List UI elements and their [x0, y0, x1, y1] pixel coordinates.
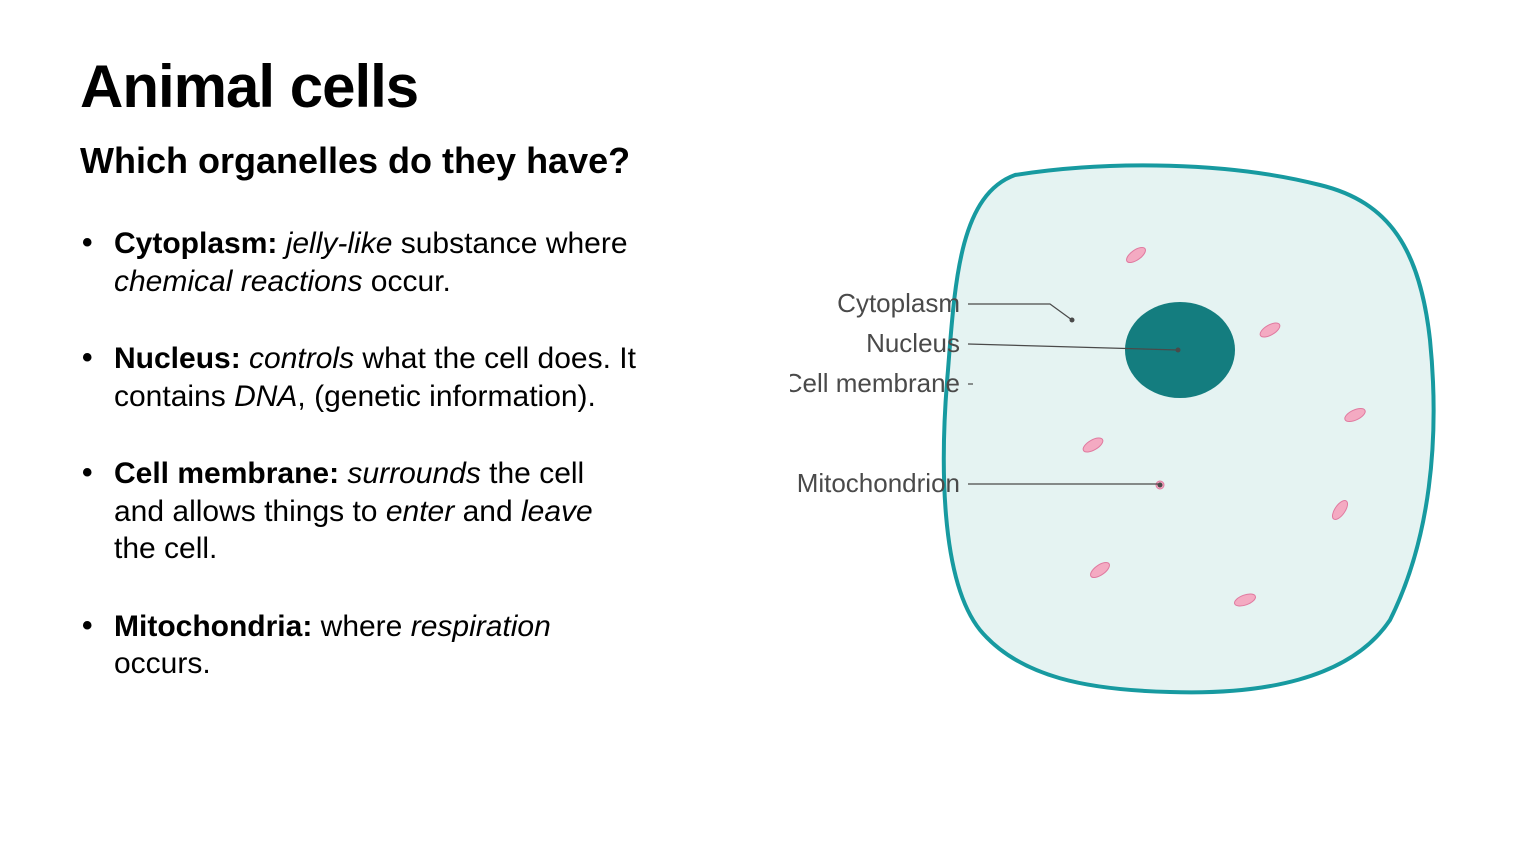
leader-dot	[1070, 318, 1075, 323]
bullet-text: , (genetic information).	[297, 380, 595, 413]
bullet-italic-text: jelly-like	[286, 227, 393, 260]
bullet-term: Nucleus:	[114, 342, 241, 375]
diagram-label: Nucleus	[866, 328, 960, 358]
diagram-label: Cell membrane	[790, 368, 960, 398]
bullet-text: and	[454, 495, 521, 528]
leader-dot	[1158, 483, 1163, 488]
bullet-text: substance where	[392, 227, 627, 260]
cell-membrane-shape	[944, 165, 1434, 692]
page-title: Animal cells	[80, 52, 418, 121]
cell-svg: Cytoplasm Nucleus Cell membrane Mitochondri…	[790, 140, 1450, 710]
bullet-italic-text: leave	[521, 495, 593, 528]
bullet-italic-text: enter	[386, 495, 454, 528]
bullet-text: the cell.	[114, 532, 217, 565]
bullet-italic-text: controls	[249, 342, 354, 375]
bullet-list: Cytoplasm: jelly-like substance where ch…	[80, 225, 640, 723]
bullet-text: occurs.	[114, 647, 211, 680]
bullet-term: Cytoplasm:	[114, 227, 277, 260]
slide: Animal cells Which organelles do they ha…	[0, 0, 1536, 862]
bullet-italic-text: surrounds	[347, 457, 480, 490]
bullet-text: where	[312, 610, 410, 643]
diagram-label: Mitochondrion	[797, 468, 960, 498]
bullet-italic-text: respiration	[411, 610, 551, 643]
bullet-term: Mitochondria:	[114, 610, 312, 643]
bullet-text	[241, 342, 249, 375]
cell-diagram: Cytoplasm Nucleus Cell membrane Mitochondri…	[790, 140, 1450, 710]
bullet-text: occur.	[362, 265, 450, 298]
bullet-term: Cell membrane:	[114, 457, 339, 490]
bullet-italic-text: DNA	[234, 380, 297, 413]
bullet-italic-text: chemical reactions	[114, 265, 362, 298]
bullet-text	[277, 227, 285, 260]
diagram-label: Cytoplasm	[837, 288, 960, 318]
bullet-item: Cytoplasm: jelly-like substance where ch…	[80, 225, 640, 300]
bullet-item: Mitochondria: where respiration occurs.	[80, 608, 640, 683]
bullet-item: Nucleus: controls what the cell does. It…	[80, 340, 640, 415]
leader-dot	[1176, 348, 1181, 353]
bullet-item: Cell membrane: surrounds the cell and al…	[80, 455, 640, 568]
page-subtitle: Which organelles do they have?	[80, 140, 630, 182]
